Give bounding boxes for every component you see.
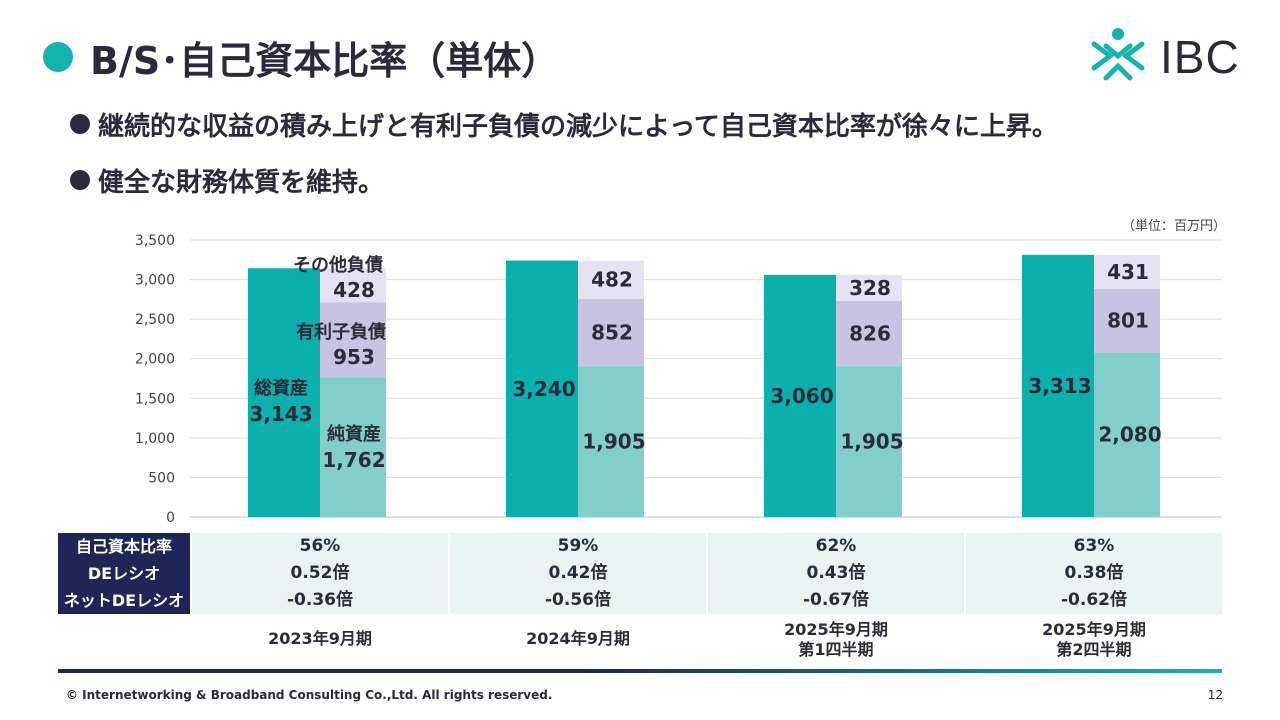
bar-net-assets (1094, 352, 1160, 517)
y-tick-label: 2,000 (135, 352, 175, 368)
y-tick-label: 2,500 (135, 312, 175, 328)
data-label-other-liabilities: 428 (333, 278, 375, 302)
table-cell: 56% (192, 533, 448, 560)
data-label-total-assets: 3,143 (249, 402, 312, 426)
y-tick-label: 0 (166, 510, 175, 526)
y-tick-label: 3,500 (135, 233, 175, 249)
data-label-other-liabilities: 328 (849, 276, 891, 300)
data-label-net-assets: 1,762 (322, 448, 385, 472)
table-row-label: DEレシオ (58, 560, 190, 587)
data-label-other-liabilities: 482 (591, 268, 633, 292)
data-label-total-assets: 3,313 (1028, 374, 1091, 398)
bar-interest-debt (578, 298, 644, 367)
series-label-interest-debt: 有利子負債 (296, 321, 386, 343)
series-label-other-liabilities: その他負債 (293, 254, 383, 276)
data-label-net-assets: 1,905 (582, 430, 645, 454)
bullet-dot-icon (70, 170, 90, 190)
table-cell: 0.38倍 (966, 560, 1222, 587)
bullet-text-1: 継続的な収益の積み上げと有利子負債の減少によって自己資本比率が徐々に上昇。 (98, 112, 1058, 142)
table-cell: 62% (708, 533, 964, 560)
y-tick-label: 1,500 (135, 391, 175, 407)
copyright: © Internetworking & Broadband Consulting… (66, 688, 553, 702)
table-cell: 0.42倍 (450, 560, 706, 587)
table-cell: 0.52倍 (192, 560, 448, 587)
bar-other-liabilities (836, 274, 902, 301)
table-row: ネットDEレシオ -0.36倍 -0.56倍 -0.67倍 -0.62倍 (58, 587, 1222, 614)
bar-total-assets (506, 260, 578, 517)
y-tick-label: 1,000 (135, 431, 175, 447)
unit-note: （単位：百万円） (1121, 219, 1226, 234)
bar-other-liabilities (1094, 254, 1160, 289)
ibc-logo-icon (1091, 28, 1145, 81)
y-tick-label: 3,000 (135, 273, 175, 289)
period-label: 2023年9月期 (192, 629, 448, 649)
table-cell: -0.62倍 (966, 587, 1222, 614)
period-label-line: 第1四半期 (798, 640, 874, 659)
page-title: B/S･自己資本比率（単体） (90, 39, 560, 83)
bullet-2: 健全な財務体質を維持。 (70, 162, 384, 199)
period-label: 2024年9月期 (450, 629, 706, 649)
table-cell: 0.43倍 (708, 560, 964, 587)
bar-other-liabilities (320, 268, 386, 303)
bar-other-liabilities (578, 260, 644, 299)
bar-net-assets (320, 377, 386, 517)
bar-total-assets (248, 268, 320, 517)
data-label-net-assets: 2,080 (1098, 423, 1161, 447)
period-label-line: 2023年9月期 (268, 629, 372, 648)
logo-text: IBC (1160, 31, 1240, 83)
bar-total-assets (764, 274, 836, 517)
data-label-interest-debt: 953 (333, 345, 375, 369)
bar-net-assets (836, 366, 902, 517)
series-label-net-assets: 純資産 (327, 423, 381, 445)
table-row: 自己資本比率 56% 59% 62% 63% (58, 533, 1222, 560)
period-label-line: 第2四半期 (1056, 640, 1132, 659)
data-label-net-assets: 1,905 (840, 430, 903, 454)
bar-interest-debt (320, 302, 386, 378)
table-cell: -0.67倍 (708, 587, 964, 614)
bullet-text-2: 健全な財務体質を維持。 (98, 168, 385, 198)
data-label-interest-debt: 801 (1107, 309, 1149, 333)
bar-total-assets (1022, 254, 1094, 517)
period-label: 2025年9月期 第1四半期 (708, 620, 964, 660)
table-row: DEレシオ 0.52倍 0.42倍 0.43倍 0.38倍 (58, 560, 1222, 587)
bullet-dot-icon (70, 114, 90, 134)
period-label-line: 2025年9月期 (1042, 620, 1146, 639)
data-label-other-liabilities: 431 (1107, 260, 1149, 284)
data-label-interest-debt: 852 (591, 321, 633, 345)
bullet-1: 継続的な収益の積み上げと有利子負債の減少によって自己資本比率が徐々に上昇。 (70, 106, 1058, 143)
bar-interest-debt (836, 300, 902, 367)
page-number: 12 (1207, 688, 1223, 702)
period-label-line: 2025年9月期 (784, 620, 888, 639)
data-label-total-assets: 3,060 (770, 384, 833, 408)
table-cell: 63% (966, 533, 1222, 560)
title-bullet-icon (43, 42, 73, 72)
bar-net-assets (578, 366, 644, 517)
table-row-label: 自己資本比率 (58, 533, 190, 560)
series-label-total-assets: 総資産 (254, 377, 308, 399)
data-label-total-assets: 3,240 (512, 377, 575, 401)
table-cell: 59% (450, 533, 706, 560)
table-cell: -0.36倍 (192, 587, 448, 614)
period-label: 2025年9月期 第2四半期 (966, 620, 1222, 660)
table-cell: -0.56倍 (450, 587, 706, 614)
period-label-line: 2024年9月期 (526, 629, 630, 648)
bar-interest-debt (1094, 288, 1160, 353)
table-row-label: ネットDEレシオ (58, 587, 190, 614)
data-label-interest-debt: 826 (849, 322, 891, 346)
y-tick-label: 500 (148, 470, 175, 486)
footer-divider (58, 669, 1222, 673)
